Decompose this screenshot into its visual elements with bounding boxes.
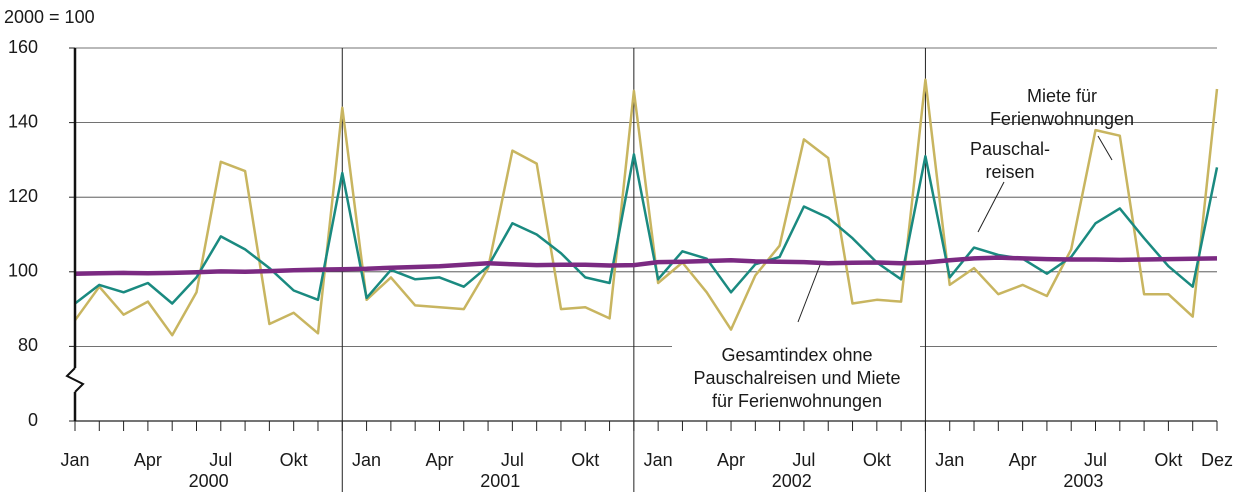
annotation: Ferienwohnungen xyxy=(990,109,1134,129)
x-tick-label: Jan xyxy=(352,450,381,470)
x-tick-label: Apr xyxy=(1009,450,1037,470)
y-tick-label: 140 xyxy=(8,111,38,131)
annotation-background xyxy=(672,340,920,416)
unit-label: 2000 = 100 xyxy=(4,7,95,27)
x-tick-label: Jan xyxy=(644,450,673,470)
x-tick-label: Jul xyxy=(1084,450,1107,470)
x-tick-label: Dez xyxy=(1201,450,1233,470)
y-tick-label: 80 xyxy=(18,335,38,355)
x-tick-label: Okt xyxy=(280,450,308,470)
annotation: Pauschal- xyxy=(970,139,1050,159)
x-tick-label: Jul xyxy=(792,450,815,470)
y-tick-label: 100 xyxy=(8,261,38,281)
annotation: für Ferienwohnungen xyxy=(712,391,882,411)
annotation: Gesamtindex ohne xyxy=(721,345,872,365)
x-tick-label: Okt xyxy=(1154,450,1182,470)
annotation: Miete für xyxy=(1027,86,1097,106)
y-tick-label: 0 xyxy=(28,410,38,430)
annotation-pointer xyxy=(1097,135,1113,161)
x-tick-label: Jul xyxy=(209,450,232,470)
year-label: 2002 xyxy=(772,471,812,491)
x-tick-label: Jan xyxy=(935,450,964,470)
y-tick-label: 160 xyxy=(8,37,38,57)
year-label: 2003 xyxy=(1063,471,1103,491)
axis-break xyxy=(65,367,85,393)
annotation-pointer xyxy=(797,264,821,323)
x-tick-label: Apr xyxy=(717,450,745,470)
x-tick-label: Apr xyxy=(425,450,453,470)
x-tick-label: Okt xyxy=(571,450,599,470)
x-tick-label: Jul xyxy=(501,450,524,470)
x-tick-label: Okt xyxy=(863,450,891,470)
series-line xyxy=(74,255,1218,276)
series-line xyxy=(74,153,1219,305)
y-tick-label: 120 xyxy=(8,186,38,206)
series-line xyxy=(73,78,1219,337)
annotation: Pauschalreisen und Miete xyxy=(693,368,900,388)
annotation-pointer xyxy=(977,181,1005,233)
annotation: reisen xyxy=(985,162,1034,182)
x-tick-label: Jan xyxy=(60,450,89,470)
year-label: 2001 xyxy=(480,471,520,491)
x-tick-label: Apr xyxy=(134,450,162,470)
year-label: 2000 xyxy=(189,471,229,491)
